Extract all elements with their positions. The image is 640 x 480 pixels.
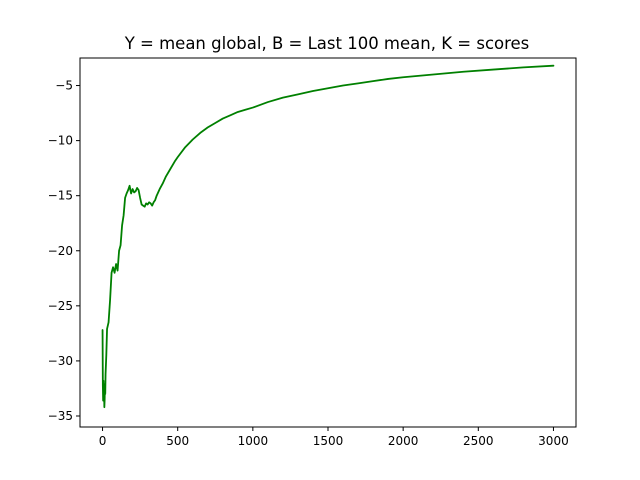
plot-area: 0 500 1000 1500 2000 2500 3000 −35 −30 −25 −20 −15 −… xyxy=(48,57,577,448)
y-tick-label: −5 xyxy=(55,79,73,93)
y-tick-label: −20 xyxy=(48,244,73,258)
x-tick-label: 3000 xyxy=(538,434,569,448)
y-tick-label: −10 xyxy=(48,134,73,148)
x-tick-label: 1000 xyxy=(238,434,269,448)
series-line-0 xyxy=(101,64,555,409)
x-tick-label: 0 xyxy=(99,434,107,448)
axes-frame xyxy=(79,57,577,428)
y-tick-label: −30 xyxy=(48,354,73,368)
y-tick-label: −25 xyxy=(48,299,73,313)
x-tick-label: 1500 xyxy=(313,434,344,448)
chart-title: Y = mean global, B = Last 100 mean, K = … xyxy=(124,34,530,53)
y-tick-label: −15 xyxy=(48,189,73,203)
x-tick-label: 500 xyxy=(166,434,189,448)
y-tick-label: −35 xyxy=(48,409,73,423)
x-tick-label: 2500 xyxy=(463,434,494,448)
x-tick-label: 2000 xyxy=(388,434,419,448)
